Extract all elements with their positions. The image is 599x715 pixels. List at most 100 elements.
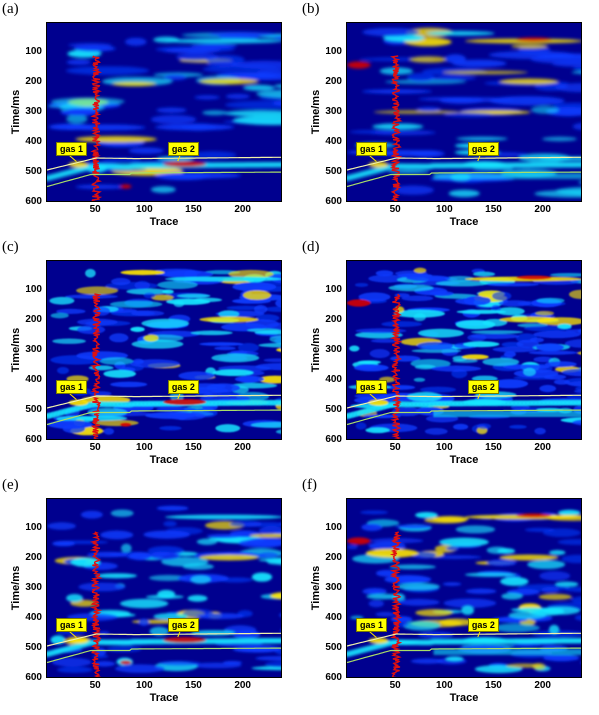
reflection-streak [190, 575, 211, 584]
x-tick-label: 150 [185, 442, 202, 453]
reflection-streak [103, 369, 137, 378]
reflection-streak [130, 359, 180, 368]
upper-event [199, 316, 259, 323]
reflection-streak [275, 429, 281, 434]
reflection-streak [355, 331, 403, 339]
reflection-streak [527, 559, 566, 570]
reflection-streak [500, 577, 529, 586]
reflection-streak [413, 267, 427, 274]
reflection-streak [347, 544, 358, 550]
x-tick-label: 100 [135, 442, 153, 453]
reflection-streak [178, 371, 215, 381]
reflection-streak [92, 654, 109, 659]
reflection-streak [206, 383, 241, 393]
reflection-streak [242, 290, 272, 300]
attribute-image [347, 261, 581, 439]
well-log [389, 55, 403, 201]
reflection-streak [264, 661, 281, 668]
reflection-streak [50, 97, 125, 106]
reflection-streak [492, 379, 529, 389]
bottom-horizon [347, 171, 581, 188]
reflection-streak [128, 147, 165, 154]
gas-2-label: gas 2 [167, 618, 199, 632]
deep-anomaly [119, 184, 132, 189]
x-tick-label: 200 [534, 442, 551, 453]
reflection-streak [112, 81, 157, 87]
reflection-streak [150, 186, 176, 194]
reflection-streak [401, 295, 434, 302]
reflection-streak [406, 275, 451, 282]
reflection-streak [119, 598, 169, 609]
reflection-streak [162, 289, 174, 294]
reflection-streak [273, 84, 281, 88]
y-tick-label: 400 [325, 374, 342, 385]
panel-e: (e) Time/ms 100 200 300 400 500 600 50 100 150 200 T… [0, 476, 299, 714]
gas-2-label: gas 2 [467, 618, 499, 632]
reflection-streak [385, 79, 467, 85]
gas-2-label: gas 2 [467, 142, 499, 156]
reflection-streak [492, 346, 538, 353]
reflection-streak [274, 647, 281, 655]
reflection-streak [503, 351, 516, 358]
reflection-events [47, 268, 281, 436]
reflection-streak [430, 365, 482, 372]
reflection-streak [143, 334, 159, 342]
reflection-streak [375, 270, 394, 277]
reflection-streak [577, 328, 581, 335]
reflection-streak [444, 112, 493, 118]
reservoir-band [433, 173, 581, 179]
reflection-streak [218, 577, 253, 583]
y-tick-label: 300 [25, 582, 42, 593]
reflection-streak [355, 422, 367, 430]
reflection-streak [578, 180, 581, 184]
reflection-streak [238, 538, 281, 548]
reflection-streak [65, 66, 150, 76]
reflection-streak [368, 274, 407, 283]
y-tick-label: 100 [25, 522, 42, 533]
reflection-streak [141, 318, 190, 328]
reflection-streak [215, 424, 241, 433]
reflection-streak [365, 427, 390, 434]
reflection-streak [453, 423, 469, 430]
reflection-streak [572, 419, 581, 426]
reflection-streak [395, 524, 432, 529]
y-tick-label: 100 [325, 284, 342, 295]
reflection-streak [110, 509, 134, 517]
reflection-streak [486, 559, 517, 567]
reflection-streak [126, 288, 169, 295]
reflection-streak [280, 553, 281, 557]
reflection-streak [442, 582, 462, 586]
reflection-streak [470, 330, 524, 334]
y-tick-label: 200 [25, 552, 42, 563]
y-tick-label: 300 [325, 106, 342, 117]
well-log [90, 55, 103, 201]
reflection-streak [66, 593, 83, 603]
reflection-streak [463, 341, 500, 348]
reflection-streak [218, 310, 240, 319]
panel-c: (c) Time/ms 100 200 300 400 500 600 50 100 150 200 T… [0, 238, 299, 476]
shallow-anomaly [347, 299, 371, 307]
y-tick-label: 400 [325, 612, 342, 623]
reflection-streak [539, 384, 557, 393]
reflection-streak [182, 608, 214, 618]
y-tick-label: 100 [25, 284, 42, 295]
reflection-streak [538, 593, 572, 601]
deep-anomaly [119, 422, 132, 427]
reflection-streak [258, 526, 281, 536]
reflection-streak [465, 588, 497, 594]
shallow-anomaly [347, 537, 371, 545]
gas-1-label: gas 1 [56, 142, 88, 156]
reflection-streak [189, 151, 237, 159]
reflection-streak [143, 292, 156, 299]
reflection-streak [130, 326, 145, 332]
reflection-streak [564, 339, 581, 348]
reflection-streak [255, 655, 281, 661]
y-tick-label: 500 [25, 642, 42, 653]
reflection-streak [417, 106, 441, 112]
reflection-streak [444, 54, 466, 64]
y-tick-label: 500 [325, 404, 342, 415]
bottom-horizon [47, 171, 281, 188]
x-tick-label: 100 [435, 442, 453, 453]
reflection-streak [370, 338, 401, 343]
gas-1-label: gas 1 [356, 380, 388, 394]
